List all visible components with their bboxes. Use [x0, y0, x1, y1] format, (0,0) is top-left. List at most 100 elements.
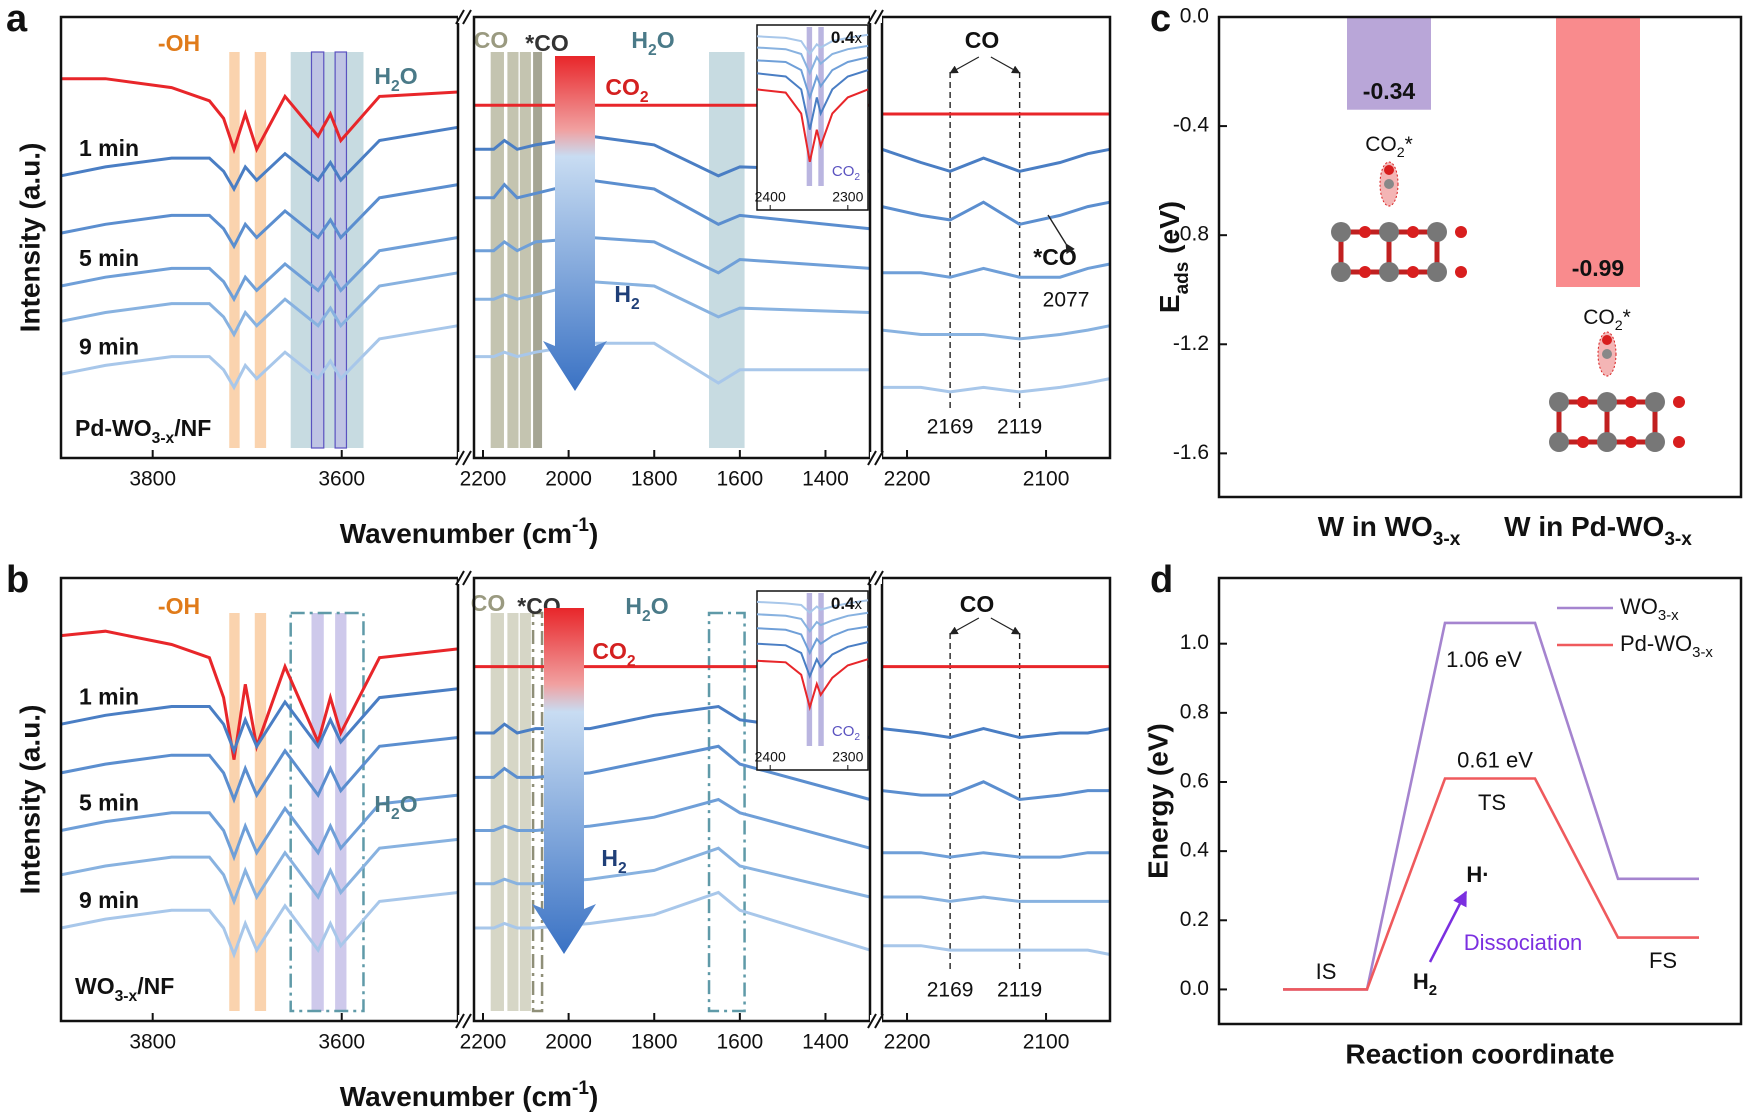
inset-scale: 0.4x [831, 594, 863, 613]
o-atom [1625, 396, 1637, 408]
text-part: -1 [572, 1078, 589, 1099]
text-part: CO [605, 74, 640, 100]
x-axis-title: Wavenumber (cm-1) [340, 515, 599, 550]
text-part: 2 [854, 732, 860, 743]
peak-arrow [1047, 214, 1075, 255]
frame [59, 576, 460, 1023]
legend-label: WO3-x [1620, 594, 1679, 625]
inset-spectrum [756, 88, 869, 163]
time-label: 1 min [79, 683, 139, 709]
text-part: 2 [854, 172, 860, 183]
x-tick-label: 2000 [545, 1031, 592, 1054]
panel-label: c [1150, 0, 1171, 40]
co-arrow [990, 617, 1021, 635]
inset-spectrum [756, 56, 869, 101]
x-tick-label: 3800 [129, 1031, 176, 1054]
spectrum [60, 793, 459, 862]
axis-break [455, 450, 472, 466]
text-part: ) [589, 1081, 598, 1112]
band [531, 611, 544, 1013]
co2-c [1602, 349, 1612, 359]
frame [472, 15, 872, 460]
o-atom [1407, 226, 1419, 238]
x-tick-label: 2000 [545, 468, 592, 491]
annotation: FS [1649, 948, 1677, 973]
annotation: H2 [1413, 969, 1437, 1000]
w-atom [1597, 392, 1617, 412]
band-label: CO [471, 590, 506, 616]
time-label: 5 min [79, 790, 139, 816]
band [335, 613, 347, 1011]
co2-c [1384, 179, 1394, 189]
inset-tick-label: 2300 [832, 189, 863, 205]
adsorbate-label: CO2* [1583, 306, 1631, 334]
y-tick-label: -0.8 [1173, 223, 1209, 246]
band [519, 613, 531, 1011]
co2-o [1384, 165, 1394, 175]
co-line-label: 2169 [927, 416, 974, 439]
text-part: ads [1172, 262, 1193, 295]
frame [472, 576, 872, 1023]
x-tick-label: 3800 [129, 468, 176, 491]
band-label: H2O [374, 791, 417, 823]
text-part: H [614, 281, 631, 307]
text-part: Wavenumber (cm [340, 518, 572, 549]
text-part: H [374, 63, 391, 89]
axis-break [455, 570, 472, 586]
text-part: CO [1583, 306, 1615, 329]
spectrum [882, 944, 1111, 956]
x-tick-label: 2200 [884, 468, 931, 491]
annotation: Dissociation [1464, 930, 1583, 955]
w-atom [1379, 222, 1399, 242]
spectrum [881, 147, 1111, 173]
sample-label: WO3-x/NF [75, 973, 174, 1005]
w-atom [1645, 432, 1665, 452]
text-part: 2 [640, 89, 649, 106]
spectrum [60, 687, 459, 756]
band-label: CO [474, 27, 509, 53]
band-label: *CO [525, 30, 568, 56]
y-axis-title: Eads (eV) [1154, 201, 1192, 313]
axis-break [867, 1013, 884, 1029]
band-label: -OH [158, 593, 200, 619]
band-label: *CO [1033, 244, 1076, 270]
text-part: 2 [642, 608, 651, 625]
inset-spectrum [756, 33, 869, 56]
text-part: 3-x [1433, 529, 1461, 550]
text-part: 2 [391, 806, 400, 823]
y-tick-label: 1.0 [1180, 631, 1209, 654]
text-part: 2 [1615, 318, 1623, 334]
bar-value-label: -0.34 [1363, 78, 1416, 104]
text-part: CO [592, 638, 627, 664]
inset-tick-label: 2400 [755, 189, 786, 205]
value-label: 0.61 eV [1457, 747, 1533, 772]
band-label: H2 [614, 281, 640, 313]
frame [880, 576, 1112, 1023]
text-part: H [601, 845, 618, 871]
band [310, 51, 325, 449]
axis-break [867, 570, 884, 586]
y-tick-label: 0.6 [1180, 770, 1209, 793]
w-atom [1645, 392, 1665, 412]
spectrum [60, 837, 459, 906]
co-arrow [990, 56, 1021, 74]
spectrum [881, 324, 1111, 341]
text-part: O [400, 63, 418, 89]
text-part: 3-x [115, 988, 138, 1005]
x-tick-label: 1400 [802, 1031, 849, 1054]
annotation: TS [1478, 790, 1506, 815]
co-arrow [949, 56, 980, 74]
scale-factor: 0.4 [831, 28, 855, 47]
x-tick-label: 3600 [318, 468, 365, 491]
band-label: H2 [601, 845, 627, 877]
text-part: 2 [1429, 982, 1437, 999]
spectrum [882, 851, 1110, 859]
text-part: Wavenumber (cm [340, 1081, 572, 1112]
spectrum [60, 324, 459, 391]
x-tick-label: 2200 [884, 1031, 931, 1054]
inset-band [818, 593, 824, 746]
text-part: 2 [648, 42, 657, 59]
band-label: -OH [158, 30, 200, 56]
text-part: 2 [1397, 145, 1405, 161]
text-part: -1 [572, 515, 589, 536]
